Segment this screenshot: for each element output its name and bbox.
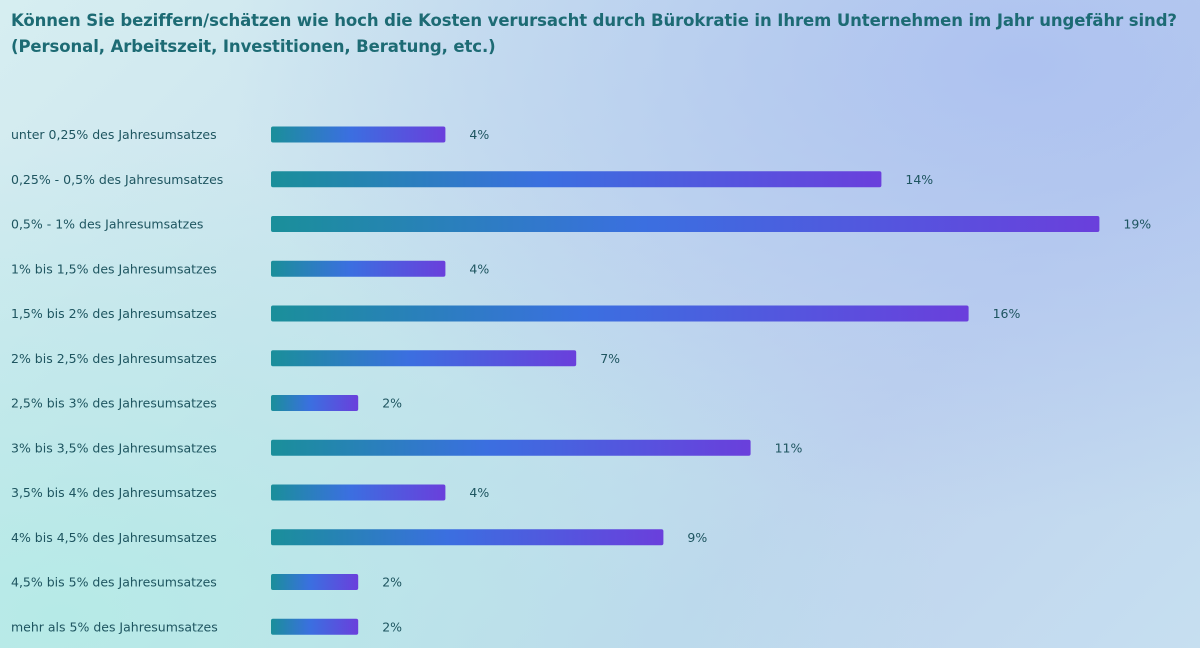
- category-label: mehr als 5% des Jahresumsatzes: [11, 619, 218, 634]
- bar: [271, 484, 446, 501]
- category-label: 0,25% - 0,5% des Jahresumsatzes: [11, 172, 223, 187]
- category-label: 4% bis 4,5% des Jahresumsatzes: [11, 530, 217, 545]
- category-label: 4,5% bis 5% des Jahresumsatzes: [11, 575, 217, 590]
- value-label: 2%: [382, 396, 402, 411]
- value-label: 9%: [687, 530, 707, 545]
- category-label: unter 0,25% des Jahresumsatzes: [11, 127, 217, 142]
- bar: [271, 529, 664, 546]
- category-label: 3,5% bis 4% des Jahresumsatzes: [11, 485, 217, 500]
- value-label: 4%: [469, 485, 489, 500]
- value-label: 2%: [382, 575, 402, 590]
- bar: [271, 171, 882, 188]
- value-label: 7%: [600, 351, 620, 366]
- category-label: 2,5% bis 3% des Jahresumsatzes: [11, 396, 217, 411]
- value-label: 19%: [1123, 217, 1151, 232]
- bar: [271, 439, 751, 456]
- bar: [271, 574, 359, 590]
- bar: [271, 305, 969, 322]
- bar: [271, 395, 359, 411]
- category-label: 1,5% bis 2% des Jahresumsatzes: [11, 306, 217, 321]
- bars-layer: unter 0,25% des Jahresumsatzes 4% 0,25% - …: [11, 126, 1151, 635]
- chart-title: Können Sie beziffern/schätzen wie hoch d…: [11, 11, 1177, 56]
- category-label: 2% bis 2,5% des Jahresumsatzes: [11, 351, 217, 366]
- value-label: 2%: [382, 619, 402, 634]
- bar: [271, 618, 359, 635]
- bar: [271, 350, 577, 367]
- value-label: 11%: [775, 440, 803, 455]
- bar: [271, 216, 1100, 232]
- category-label: 1% bis 1,5% des Jahresumsatzes: [11, 261, 217, 276]
- category-label: 0,5% - 1% des Jahresumsatzes: [11, 217, 203, 232]
- bar: [271, 260, 446, 277]
- value-label: 16%: [993, 306, 1021, 321]
- value-label: 14%: [905, 172, 933, 187]
- bar: [271, 126, 446, 143]
- value-label: 4%: [469, 127, 489, 142]
- value-label: 4%: [469, 261, 489, 276]
- category-label: 3% bis 3,5% des Jahresumsatzes: [11, 440, 217, 455]
